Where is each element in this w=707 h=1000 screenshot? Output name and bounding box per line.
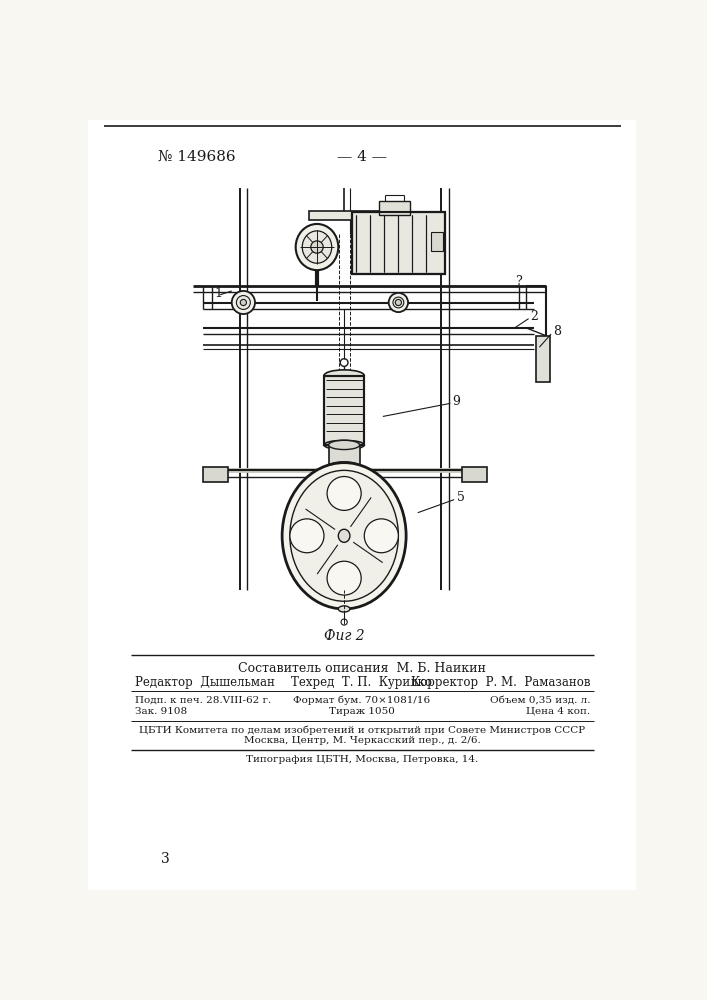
Ellipse shape [303,231,332,263]
Circle shape [240,299,247,306]
Text: Корректор  Р. М.  Рамазанов: Корректор Р. М. Рамазанов [411,676,590,689]
Bar [352,212,445,274]
Bar [309,211,395,220]
Text: Подп. к печ. 28.VIII-62 г.: Подп. к печ. 28.VIII-62 г. [135,696,271,705]
Bar [324,376,364,445]
Text: 2: 2 [530,310,538,323]
Text: Зак. 9108: Зак. 9108 [135,707,187,716]
Text: 1: 1 [215,287,223,300]
Bar [329,445,360,466]
Text: 8: 8 [554,325,561,338]
Text: Техред  Т. П.  Курилко: Техред Т. П. Курилко [291,676,433,689]
Bar [379,201,410,215]
Text: Фиг 2: Фиг 2 [324,629,364,643]
Circle shape [311,241,323,253]
Text: 5: 5 [457,491,464,504]
Text: 3: 3 [161,852,170,866]
Circle shape [364,519,398,553]
Text: Типография ЦБТН, Москва, Петровка, 14.: Типография ЦБТН, Москва, Петровка, 14. [246,755,478,764]
Circle shape [327,477,361,510]
FancyBboxPatch shape [352,212,445,274]
Bar [324,376,364,445]
Text: ?: ? [515,275,521,288]
Text: Тираж 1050: Тираж 1050 [329,707,395,716]
Circle shape [290,519,324,553]
Ellipse shape [296,224,339,270]
Text: Цена 4 коп.: Цена 4 коп. [527,707,590,716]
Bar [462,466,486,482]
Ellipse shape [236,296,250,309]
Bar [431,232,443,251]
Text: Объем 0,35 изд. л.: Объем 0,35 изд. л. [490,696,590,705]
Ellipse shape [329,440,360,450]
Circle shape [395,299,402,306]
Text: Москва, Центр, М. Черкасский пер., д. 2/6.: Москва, Центр, М. Черкасский пер., д. 2/… [244,736,480,745]
Ellipse shape [324,440,364,450]
Ellipse shape [339,529,350,542]
Circle shape [327,561,361,595]
Ellipse shape [232,291,255,314]
Ellipse shape [339,606,350,612]
Text: Редактор  Дышельман: Редактор Дышельман [135,676,275,689]
Bar [537,336,550,382]
Ellipse shape [393,297,404,308]
Ellipse shape [324,370,364,381]
Bar [335,466,354,474]
Text: Составитель описания  М. Б. Наикин: Составитель описания М. Б. Наикин [238,662,486,675]
Bar [203,466,228,482]
Ellipse shape [290,470,398,601]
Text: — 4 —: — 4 — [337,150,387,164]
Ellipse shape [389,293,408,312]
Text: № 149686: № 149686 [158,150,235,164]
Ellipse shape [282,463,406,609]
Bar [352,212,445,274]
Text: Формат бум. 70×1081/16: Формат бум. 70×1081/16 [293,696,431,705]
Ellipse shape [329,462,360,471]
Bar [329,477,360,492]
Bar [352,212,445,274]
Text: ЦБТИ Комитета по делам изобретений и открытий при Совете Министров СССР: ЦБТИ Комитета по делам изобретений и отк… [139,726,585,735]
Text: 9: 9 [452,395,460,408]
